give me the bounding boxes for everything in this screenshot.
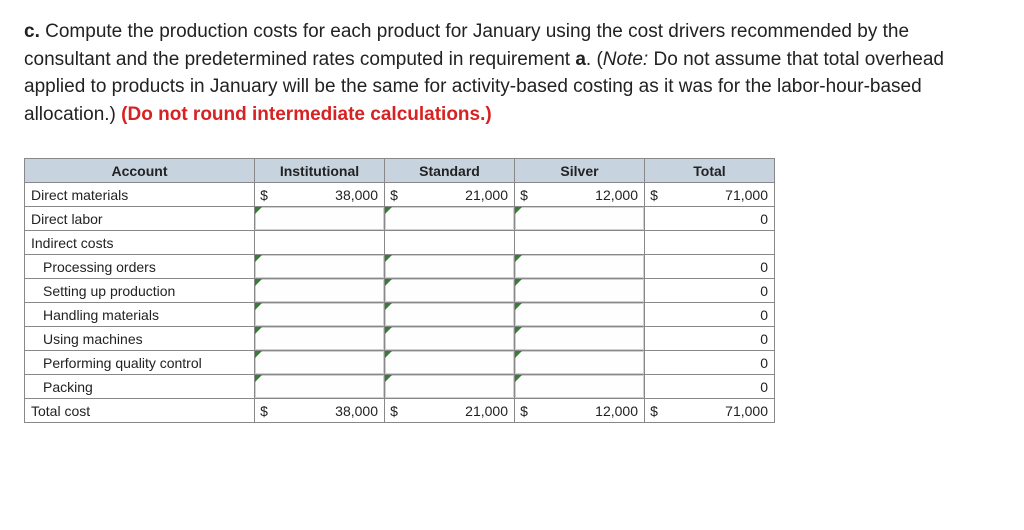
cell-value: 21,000 xyxy=(403,403,514,419)
cost-input-cell[interactable] xyxy=(255,279,385,303)
cost-cell: 0 xyxy=(645,351,775,375)
cost-input-cell[interactable] xyxy=(385,375,515,399)
cost-cell: 0 xyxy=(645,327,775,351)
cell-value: 0 xyxy=(663,379,774,395)
table-row: Direct labor 0 xyxy=(25,207,775,231)
cost-input-cell[interactable] xyxy=(385,207,515,231)
dollar-sign: $ xyxy=(645,187,663,203)
cell-value: 38,000 xyxy=(273,403,384,419)
row-label: Using machines xyxy=(25,327,255,351)
cost-cell xyxy=(385,231,515,255)
cost-input-cell[interactable] xyxy=(255,255,385,279)
cost-input-cell[interactable] xyxy=(385,327,515,351)
cell-value: 71,000 xyxy=(663,403,774,419)
cost-input-cell[interactable] xyxy=(515,279,645,303)
dollar-sign: $ xyxy=(255,403,273,419)
cell-value: 0 xyxy=(663,307,774,323)
col-silver: Silver xyxy=(515,159,645,183)
table-header-row: Account Institutional Standard Silver To… xyxy=(25,159,775,183)
cost-cell: 0 xyxy=(645,255,775,279)
col-standard: Standard xyxy=(385,159,515,183)
cost-input-cell[interactable] xyxy=(515,207,645,231)
table-row: Using machines 0 xyxy=(25,327,775,351)
dollar-sign: $ xyxy=(385,403,403,419)
cell-value: 0 xyxy=(663,331,774,347)
question-red: (Do not round intermediate calculations.… xyxy=(121,104,492,125)
cost-cell: $71,000 xyxy=(645,183,775,207)
cost-cell: $38,000 xyxy=(255,399,385,423)
col-institutional: Institutional xyxy=(255,159,385,183)
cost-input-cell[interactable] xyxy=(515,255,645,279)
table-row: Setting up production 0 xyxy=(25,279,775,303)
cell-value: 0 xyxy=(663,283,774,299)
row-label: Packing xyxy=(25,375,255,399)
cost-cell: $12,000 xyxy=(515,183,645,207)
row-label: Total cost xyxy=(25,399,255,423)
cell-value: 0 xyxy=(663,211,774,227)
row-label: Processing orders xyxy=(25,255,255,279)
dollar-sign: $ xyxy=(515,187,533,203)
question-body-2: . ( xyxy=(586,49,603,70)
table-row: Direct materials$38,000$21,000$12,000$71… xyxy=(25,183,775,207)
table-row: Packing 0 xyxy=(25,375,775,399)
cell-value: 38,000 xyxy=(273,187,384,203)
cost-input-cell[interactable] xyxy=(255,303,385,327)
costs-table: Account Institutional Standard Silver To… xyxy=(24,158,775,423)
cell-value: 71,000 xyxy=(663,187,774,203)
cell-value: 12,000 xyxy=(533,403,644,419)
cost-cell: $21,000 xyxy=(385,183,515,207)
cost-cell: 0 xyxy=(645,375,775,399)
cost-input-cell[interactable] xyxy=(515,375,645,399)
row-label: Setting up production xyxy=(25,279,255,303)
cell-value: 21,000 xyxy=(403,187,514,203)
table-row: Processing orders 0 xyxy=(25,255,775,279)
row-label: Indirect costs xyxy=(25,231,255,255)
dollar-sign: $ xyxy=(255,187,273,203)
cell-value: 0 xyxy=(663,355,774,371)
question-text: c. Compute the production costs for each… xyxy=(24,18,1000,128)
cost-input-cell[interactable] xyxy=(515,351,645,375)
cost-input-cell[interactable] xyxy=(255,327,385,351)
cost-cell: $21,000 xyxy=(385,399,515,423)
row-label: Performing quality control xyxy=(25,351,255,375)
cost-input-cell[interactable] xyxy=(255,375,385,399)
cost-cell xyxy=(645,231,775,255)
question-ref: a xyxy=(575,49,586,70)
cost-input-cell[interactable] xyxy=(385,351,515,375)
question-prefix: c. xyxy=(24,21,40,42)
row-label: Direct materials xyxy=(25,183,255,207)
dollar-sign: $ xyxy=(645,403,663,419)
cost-cell: 0 xyxy=(645,207,775,231)
cost-input-cell[interactable] xyxy=(255,207,385,231)
question-note-label: Note: xyxy=(603,49,648,70)
cost-cell: $38,000 xyxy=(255,183,385,207)
cost-input-cell[interactable] xyxy=(385,255,515,279)
row-label: Handling materials xyxy=(25,303,255,327)
table-row: Handling materials 0 xyxy=(25,303,775,327)
cost-cell: $71,000 xyxy=(645,399,775,423)
col-total: Total xyxy=(645,159,775,183)
table-row: Total cost$38,000$21,000$12,000$71,000 xyxy=(25,399,775,423)
cell-value: 12,000 xyxy=(533,187,644,203)
row-label: Direct labor xyxy=(25,207,255,231)
cost-cell: $12,000 xyxy=(515,399,645,423)
table-row: Performing quality control 0 xyxy=(25,351,775,375)
dollar-sign: $ xyxy=(515,403,533,419)
cost-input-cell[interactable] xyxy=(385,303,515,327)
cost-cell: 0 xyxy=(645,279,775,303)
cost-cell: 0 xyxy=(645,303,775,327)
cost-input-cell[interactable] xyxy=(255,351,385,375)
cost-cell xyxy=(515,231,645,255)
cell-value: 0 xyxy=(663,259,774,275)
dollar-sign: $ xyxy=(385,187,403,203)
cost-input-cell[interactable] xyxy=(515,303,645,327)
cost-input-cell[interactable] xyxy=(515,327,645,351)
cost-cell xyxy=(255,231,385,255)
col-account: Account xyxy=(25,159,255,183)
table-row: Indirect costs xyxy=(25,231,775,255)
cost-input-cell[interactable] xyxy=(385,279,515,303)
